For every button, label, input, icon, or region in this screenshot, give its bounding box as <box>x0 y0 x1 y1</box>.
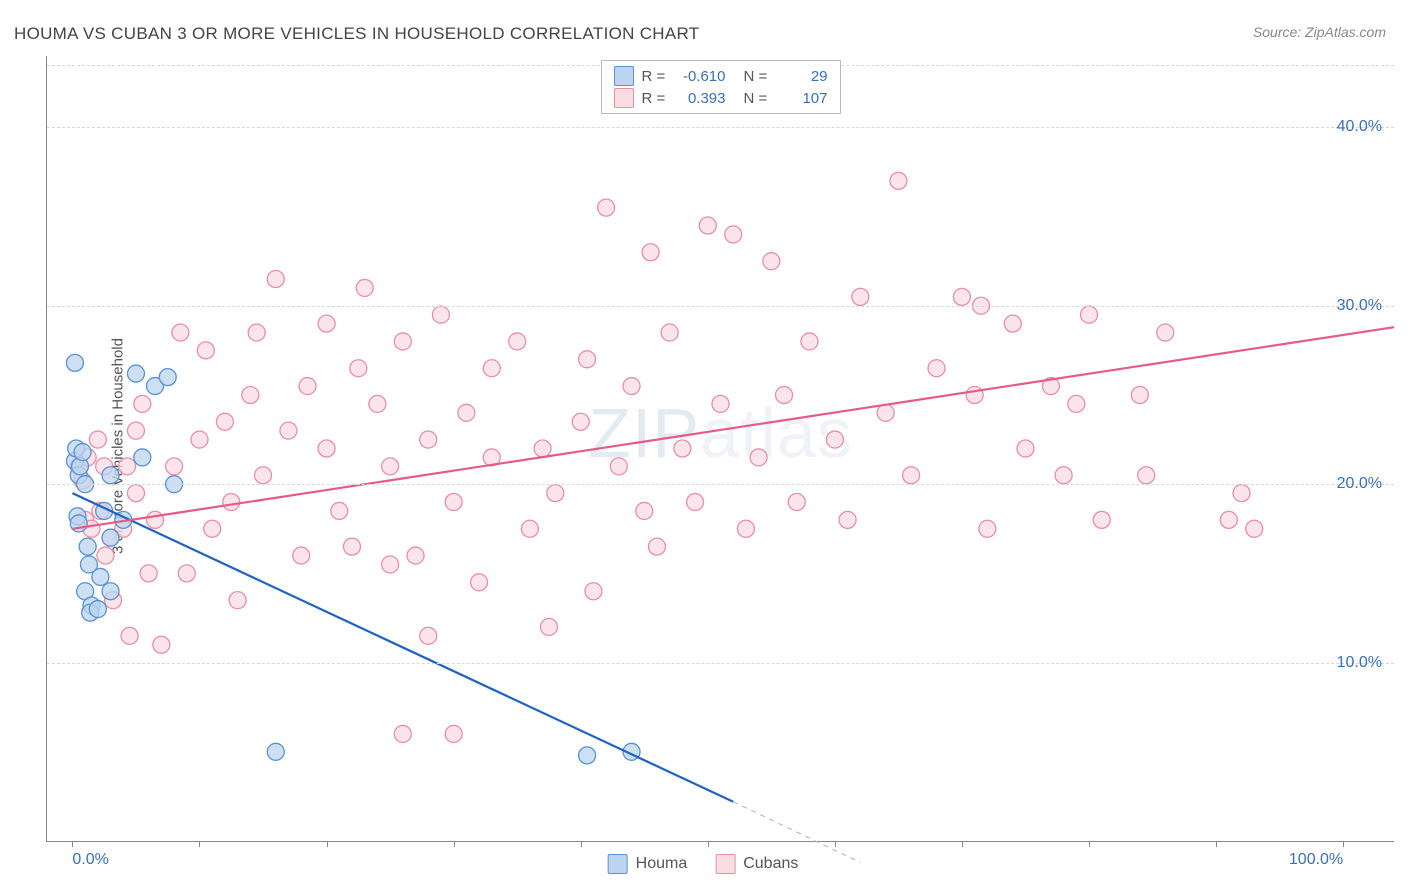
correlation-legend: R = -0.610 N = 29 R = 0.393 N = 107 <box>601 60 841 114</box>
r-value-cubans: 0.393 <box>674 90 726 107</box>
legend-row-cubans: R = 0.393 N = 107 <box>614 87 828 109</box>
legend-item-cubans: Cubans <box>715 854 798 874</box>
n-value-cubans: 107 <box>776 90 828 107</box>
plot-area: R = -0.610 N = 29 R = 0.393 N = 107 ZIPa… <box>46 56 1394 842</box>
chart-title: HOUMA VS CUBAN 3 OR MORE VEHICLES IN HOU… <box>14 24 699 44</box>
y-tick-label: 10.0% <box>1337 654 1382 672</box>
r-label: R = <box>642 68 666 85</box>
legend-label-cubans: Cubans <box>743 855 798 873</box>
swatch-cubans-icon <box>715 854 735 874</box>
y-tick-label: 20.0% <box>1337 475 1382 493</box>
swatch-houma-icon <box>608 854 628 874</box>
y-tick-label: 40.0% <box>1337 118 1382 136</box>
r-value-houma: -0.610 <box>674 68 726 85</box>
y-tick-label: 30.0% <box>1337 297 1382 315</box>
x-tick-label: 100.0% <box>1289 851 1343 869</box>
x-tick-label: 0.0% <box>72 851 108 869</box>
series-legend: Houma Cubans <box>608 854 799 874</box>
source-label: Source: ZipAtlas.com <box>1253 24 1386 40</box>
n-label: N = <box>744 90 768 107</box>
swatch-cubans <box>614 88 634 108</box>
swatch-houma <box>614 66 634 86</box>
legend-label-houma: Houma <box>636 855 688 873</box>
chart-container: HOUMA VS CUBAN 3 OR MORE VEHICLES IN HOU… <box>0 0 1406 892</box>
legend-item-houma: Houma <box>608 854 688 874</box>
n-value-houma: 29 <box>776 68 828 85</box>
chart-svg <box>47 56 1394 841</box>
r-label: R = <box>642 90 666 107</box>
n-label: N = <box>744 68 768 85</box>
legend-row-houma: R = -0.610 N = 29 <box>614 65 828 87</box>
